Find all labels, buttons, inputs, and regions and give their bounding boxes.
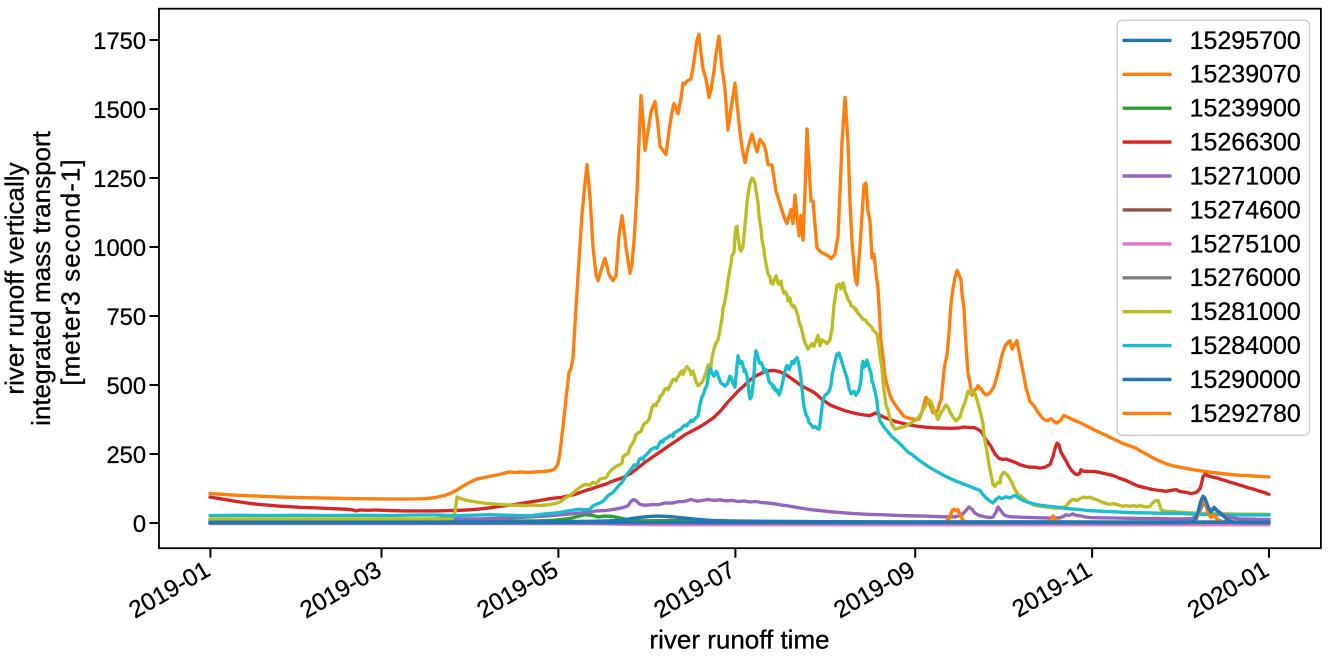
svg-text:15284000: 15284000	[1190, 332, 1301, 360]
svg-text:15239070: 15239070	[1190, 61, 1301, 89]
svg-text:1750: 1750	[93, 29, 146, 55]
svg-text:15275100: 15275100	[1190, 230, 1301, 258]
svg-text:15239900: 15239900	[1190, 95, 1301, 123]
svg-text:river runoff time: river runoff time	[649, 625, 829, 655]
svg-text:15292780: 15292780	[1190, 400, 1301, 428]
svg-text:15295700: 15295700	[1190, 27, 1301, 55]
svg-text:1500: 1500	[93, 98, 146, 124]
svg-text:river runoff vertically: river runoff vertically	[0, 162, 30, 394]
svg-text:500: 500	[106, 374, 146, 400]
svg-text:1250: 1250	[93, 167, 146, 193]
svg-text:15281000: 15281000	[1190, 298, 1301, 326]
svg-text:15276000: 15276000	[1190, 264, 1301, 292]
svg-text:0: 0	[133, 512, 146, 538]
svg-text:15290000: 15290000	[1190, 366, 1301, 394]
svg-text:1000: 1000	[93, 236, 146, 262]
svg-text:15271000: 15271000	[1190, 162, 1301, 190]
svg-text:integrated mass transport: integrated mass transport	[26, 130, 56, 426]
svg-text:250: 250	[106, 443, 146, 469]
svg-text:[meter3 second-1]: [meter3 second-1]	[56, 158, 86, 385]
svg-text:750: 750	[106, 305, 146, 331]
svg-text:15266300: 15266300	[1190, 129, 1301, 157]
svg-text:15274600: 15274600	[1190, 196, 1301, 224]
